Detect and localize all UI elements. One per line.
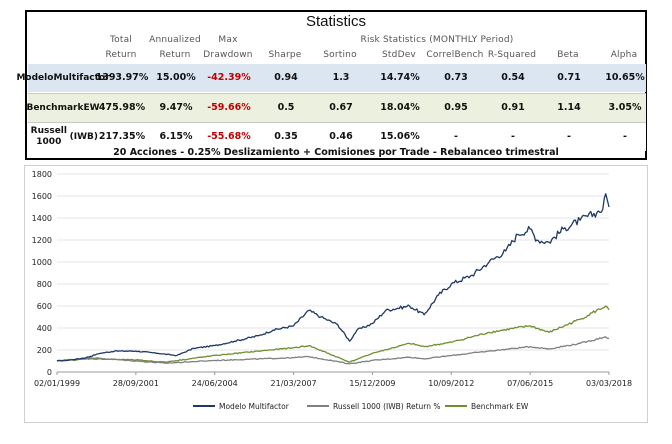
table-cell: 0.91	[501, 102, 525, 113]
column-header-line2: Sharpe	[268, 50, 302, 60]
table-cell: 9.47%	[159, 102, 193, 113]
table-cell: 0.35	[274, 131, 298, 142]
row-label-line1: Benchmark	[26, 102, 84, 113]
table-cell: 0.73	[444, 72, 468, 83]
table-cell: 0.54	[501, 72, 525, 83]
table-cell: -	[511, 131, 515, 142]
column-header-line2: StdDev	[382, 50, 416, 60]
table-cell: 15.06%	[380, 131, 420, 142]
statistics-title: Statistics	[305, 13, 366, 30]
x-tick-label: 10/09/2012	[428, 379, 474, 388]
table-cell: -	[454, 131, 458, 142]
table-cell: 1.14	[557, 102, 581, 113]
y-tick-label: 800	[37, 280, 52, 289]
x-tick-label: 07/06/2015	[507, 379, 553, 388]
y-tick-label: 1200	[32, 236, 52, 245]
row-label: Modelo Multifactor	[16, 64, 109, 92]
table-cell: 15.00%	[156, 72, 196, 83]
table-row: Russell 1000 (IWB) 217.35% 6.15% -55.68% 0.35…	[28, 122, 646, 151]
table-cell: 0.46	[329, 131, 353, 142]
row-label-line1: Russell 1000	[30, 126, 67, 147]
table-cell: 0.67	[329, 102, 353, 113]
x-tick-label: 28/09/2001	[113, 379, 159, 388]
x-tick-label: 21/03/2007	[271, 379, 317, 388]
series-line	[56, 336, 609, 365]
column-header-line1: Annualized	[149, 35, 201, 45]
y-tick-label: 600	[37, 302, 52, 311]
y-tick-label: 1800	[32, 170, 52, 179]
table-footer: 20 Acciones - 0.25% Deslizamiento + Comi…	[113, 147, 559, 158]
chart-container: 0 200 400 600 800 1000 1200 1400 1600 1800 02/01/1…	[24, 165, 648, 423]
x-tick-label: 24/06/2004	[192, 379, 238, 388]
x-tick-label: 02/01/1999	[34, 379, 80, 388]
column-header-line2: CorrelBench	[426, 50, 484, 60]
row-label-line2: (IWB)	[69, 131, 98, 142]
table-cell: 217.35%	[98, 131, 146, 142]
table-row: Modelo Multifactor 1393.97% 15.00% -42.39% 0.…	[16, 64, 646, 92]
column-header-line2: Sortino	[323, 50, 357, 60]
y-tick-label: 200	[37, 346, 52, 355]
column-header-line1: Total	[109, 35, 133, 45]
legend-label: Russell 1000 (IWB) Return %	[333, 402, 441, 411]
legend-label: Modelo Multifactor	[219, 402, 290, 411]
y-tick-label: 1400	[32, 214, 52, 223]
table-row: Benchmark EW 475.98% 9.47% -59.66% 0.5 0.67 18.…	[26, 93, 646, 122]
column-header-line2: Return	[159, 50, 191, 60]
table-cell: 1.3	[332, 72, 350, 83]
table-cell: 6.15%	[159, 131, 193, 142]
table-cell: 1393.97%	[95, 72, 149, 83]
row-label: Benchmark EW	[26, 94, 100, 122]
table-cell: -55.68%	[207, 131, 251, 142]
series-line	[56, 193, 610, 362]
column-header-line2: R-Squared	[487, 50, 537, 60]
risk-statistics-header: Risk Statistics (MONTHLY Period)	[360, 35, 514, 45]
row-label: Russell 1000 (IWB)	[28, 123, 98, 151]
x-tick-label: 15/12/2009	[349, 379, 395, 388]
table-cell: 475.98%	[98, 102, 146, 113]
column-header-line2: Drawdown	[203, 50, 253, 60]
column-header-line2: Return	[105, 50, 137, 60]
table-cell: 0.5	[277, 102, 295, 113]
y-tick-label: 1000	[32, 258, 52, 267]
x-tick-label: 03/03/2018	[586, 379, 632, 388]
table-cell: 3.05%	[608, 102, 642, 113]
column-header-line2: Alpha	[610, 50, 638, 60]
legend-label: Benchmark EW	[471, 402, 529, 411]
statistics-table: Statistics Risk Statistics (MONTHLY Peri…	[16, 10, 647, 160]
table-cell: -59.66%	[207, 102, 251, 113]
table-cell: 0.94	[274, 72, 298, 83]
table-cell: 0.95	[444, 102, 468, 113]
series-line	[56, 305, 610, 363]
column-header-line1: Max	[218, 35, 238, 45]
y-tick-label: 400	[37, 324, 52, 333]
performance-line-chart: 0 200 400 600 800 1000 1200 1400 1600 1800 02/01/1…	[32, 170, 632, 411]
row-label-line1: Modelo	[16, 72, 54, 83]
table-cell: 10.65%	[605, 72, 645, 83]
table-cell: 18.04%	[380, 102, 420, 113]
table-cell: -42.39%	[207, 72, 251, 83]
column-header-line2: Beta	[557, 50, 579, 60]
row-label-line2: EW	[83, 102, 100, 113]
table-cell: -	[567, 131, 571, 142]
y-tick-label: 0	[47, 368, 52, 377]
table-cell: -	[623, 131, 627, 142]
y-tick-label: 1600	[32, 192, 52, 201]
row-label-line2: Multifactor	[53, 72, 110, 83]
table-cell: 0.71	[557, 72, 581, 83]
table-cell: 14.74%	[380, 72, 420, 83]
